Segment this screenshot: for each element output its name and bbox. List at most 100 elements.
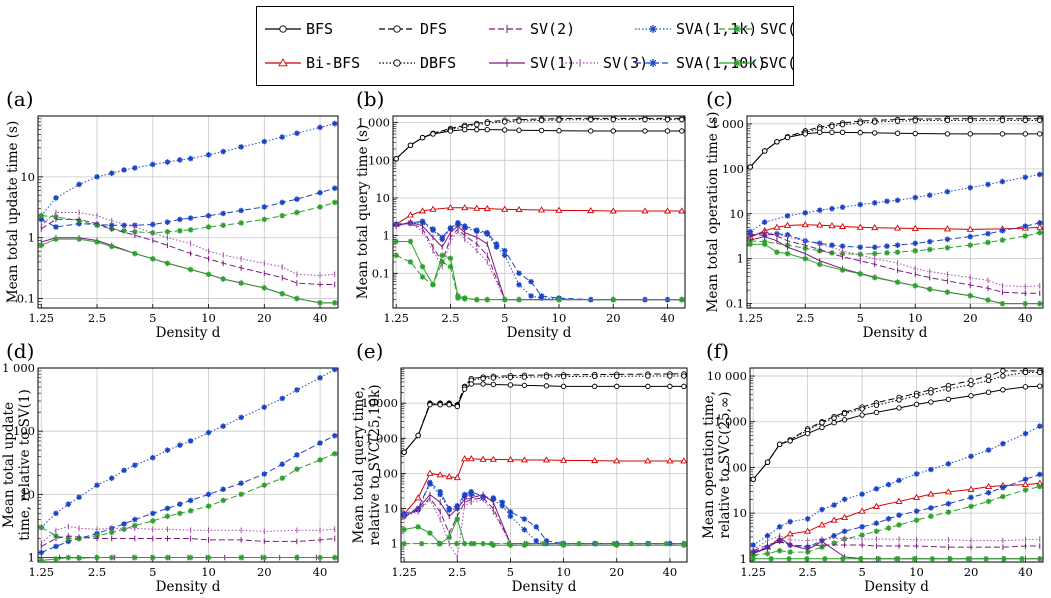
series-line xyxy=(396,221,682,301)
data-point xyxy=(149,256,156,262)
data-point xyxy=(454,403,460,410)
data-point xyxy=(911,224,919,231)
data-point xyxy=(873,402,880,408)
data-point xyxy=(430,227,436,233)
data-point xyxy=(928,513,934,520)
x-tick-label: 20 xyxy=(964,565,979,579)
data-point xyxy=(454,516,461,522)
data-point xyxy=(871,250,878,257)
data-point xyxy=(985,239,991,246)
data-point xyxy=(945,509,952,515)
data-point xyxy=(108,170,115,176)
data-point xyxy=(446,402,452,408)
data-point xyxy=(642,128,648,134)
data-point xyxy=(829,205,835,212)
data-point xyxy=(895,497,903,504)
series-line xyxy=(752,370,1040,480)
data-point xyxy=(912,493,921,500)
y-axis-label: Mean total operation time (s) xyxy=(705,112,721,313)
data-point xyxy=(945,396,952,402)
data-point xyxy=(455,295,461,301)
data-point xyxy=(317,554,323,561)
x-tick-label: 1.25 xyxy=(383,311,409,325)
series-line xyxy=(40,368,335,528)
data-point xyxy=(831,415,837,421)
data-point xyxy=(1000,440,1006,447)
data-point xyxy=(750,555,757,562)
series-sv3: SV(3) xyxy=(752,532,1041,553)
data-point xyxy=(480,381,486,387)
series-sv2: SV(2) xyxy=(395,219,683,303)
data-point xyxy=(177,442,183,448)
data-point xyxy=(331,432,338,439)
series-group: DFSDBFSBFSBi-BFSSVA(1,10k)SVA(1,1k)SV(1)… xyxy=(401,371,687,561)
data-point xyxy=(187,497,194,504)
data-point xyxy=(556,117,562,123)
data-point xyxy=(520,456,529,463)
data-point xyxy=(65,554,72,561)
data-point xyxy=(761,241,768,248)
series-line xyxy=(395,129,682,160)
data-point xyxy=(94,554,100,561)
data-point xyxy=(667,373,673,379)
data-point xyxy=(645,383,651,390)
data-point xyxy=(1022,476,1029,483)
data-point xyxy=(205,429,212,436)
data-point xyxy=(885,516,892,522)
data-point xyxy=(419,219,426,226)
data-point xyxy=(857,120,863,126)
x-tick-label: 10 xyxy=(909,565,924,579)
data-point xyxy=(926,238,933,245)
data-point xyxy=(896,522,902,528)
data-point xyxy=(542,456,551,463)
data-point xyxy=(884,250,890,256)
data-point xyxy=(747,164,753,170)
data-point xyxy=(873,486,880,492)
legend-label: SVC(25,∞) xyxy=(760,54,795,72)
y-tick-label: 10000 xyxy=(361,396,398,410)
data-point xyxy=(857,201,864,208)
data-point xyxy=(733,25,741,33)
data-point xyxy=(913,393,920,399)
x-axis-label: Density d xyxy=(512,579,577,595)
series-sva10k: SVA(1,10k) xyxy=(38,185,338,230)
data-point xyxy=(38,242,45,249)
data-point xyxy=(38,212,45,219)
series-sv3: SV(3) xyxy=(403,496,685,561)
data-point xyxy=(944,117,951,124)
x-tick-label: 10 xyxy=(201,311,216,325)
data-point xyxy=(132,165,138,171)
data-point xyxy=(831,420,837,426)
data-point xyxy=(967,184,974,191)
series-line xyxy=(395,117,682,160)
data-point xyxy=(238,554,244,561)
data-point xyxy=(747,241,754,248)
data-point xyxy=(238,491,244,498)
data-point xyxy=(894,279,901,286)
data-point xyxy=(838,222,847,229)
x-tick-label: 40 xyxy=(660,311,675,325)
data-point xyxy=(515,205,523,213)
x-tick-label: 1.25 xyxy=(28,565,54,579)
data-point xyxy=(787,518,793,525)
series-dbfs: DBFS xyxy=(747,117,1043,170)
data-point xyxy=(149,221,156,228)
series-line xyxy=(403,383,684,453)
data-point xyxy=(968,503,974,510)
data-point xyxy=(1036,171,1043,178)
x-tick-label: 10 xyxy=(556,565,571,579)
data-point xyxy=(859,532,865,538)
series-line xyxy=(749,131,1040,168)
series-group: SVA(1,1k)SVA(1,10k)SVC(25,10k)SV(3)SV(2)… xyxy=(38,368,338,562)
legend-label: BFS xyxy=(306,20,333,38)
data-point xyxy=(967,233,974,240)
data-point xyxy=(220,148,227,155)
legend-entry-sv2: SV(2) xyxy=(489,20,575,38)
series-line xyxy=(41,535,335,547)
data-point xyxy=(784,250,791,257)
data-point xyxy=(38,524,45,531)
data-point xyxy=(884,198,890,205)
x-tick-label: 20 xyxy=(606,311,621,325)
series-sv3: SV(3) xyxy=(40,523,336,546)
data-point xyxy=(220,486,227,493)
